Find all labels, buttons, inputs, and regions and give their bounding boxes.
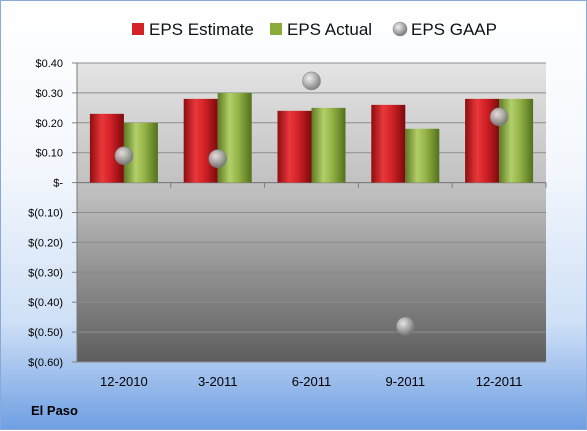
- x-tick-label: 3-2011: [198, 374, 238, 389]
- x-tick-label: 12-2011: [476, 374, 523, 389]
- y-tick-label: $(0.10): [28, 208, 63, 220]
- y-tick-label: $0.10: [35, 148, 63, 160]
- x-tick-label: 6-2011: [292, 374, 332, 389]
- eps-actual-bar: [311, 107, 346, 183]
- y-tick-label: $0.40: [35, 58, 63, 70]
- eps-estimate-bar: [371, 104, 406, 183]
- y-tick-label: $-: [53, 178, 63, 190]
- y-tick-label: $(0.30): [28, 267, 63, 279]
- y-tick-label: $(0.50): [28, 327, 63, 339]
- eps-estimate-bar: [277, 110, 312, 183]
- legend-label: EPS Estimate: [149, 20, 254, 39]
- x-tick-label: 12-2010: [100, 374, 148, 389]
- eps-gaap-point: [395, 316, 415, 336]
- x-tick-label: 9-2011: [386, 374, 426, 389]
- y-axis-ticks: $0.40 $0.30 $0.20 $0.10 $- $(0.10) $(0.20) $(0.…: [28, 58, 63, 369]
- eps-actual-bar: [217, 92, 252, 183]
- legend-label: EPS Actual: [287, 20, 372, 39]
- legend-label: EPS GAAP: [411, 20, 497, 39]
- y-tick-label: $(0.20): [28, 237, 63, 249]
- eps-gaap-point: [489, 107, 509, 127]
- legend-swatch-gaap: [392, 21, 408, 37]
- legend-swatch-actual: [270, 23, 282, 35]
- legend: EPS Estimate EPS Actual EPS GAAP: [132, 20, 497, 39]
- y-tick-label: $(0.60): [28, 357, 63, 369]
- y-tick-label: $0.30: [35, 88, 63, 100]
- y-tick-label: $(0.40): [28, 297, 63, 309]
- eps-gaap-point: [208, 149, 227, 168]
- eps-estimate-bar: [89, 113, 124, 183]
- legend-swatch-estimate: [132, 23, 144, 35]
- eps-gaap-point: [302, 71, 321, 91]
- eps-actual-bar: [405, 128, 440, 183]
- gaap-points: [114, 71, 509, 336]
- eps-gaap-point: [114, 146, 134, 165]
- eps-estimate-bar: [183, 98, 218, 183]
- company-name: El Paso: [31, 403, 78, 418]
- x-axis-ticks: 12-2010 3-2011 6-2011 9-2011 12-2011: [100, 374, 522, 389]
- y-tick-label: $0.20: [35, 118, 63, 130]
